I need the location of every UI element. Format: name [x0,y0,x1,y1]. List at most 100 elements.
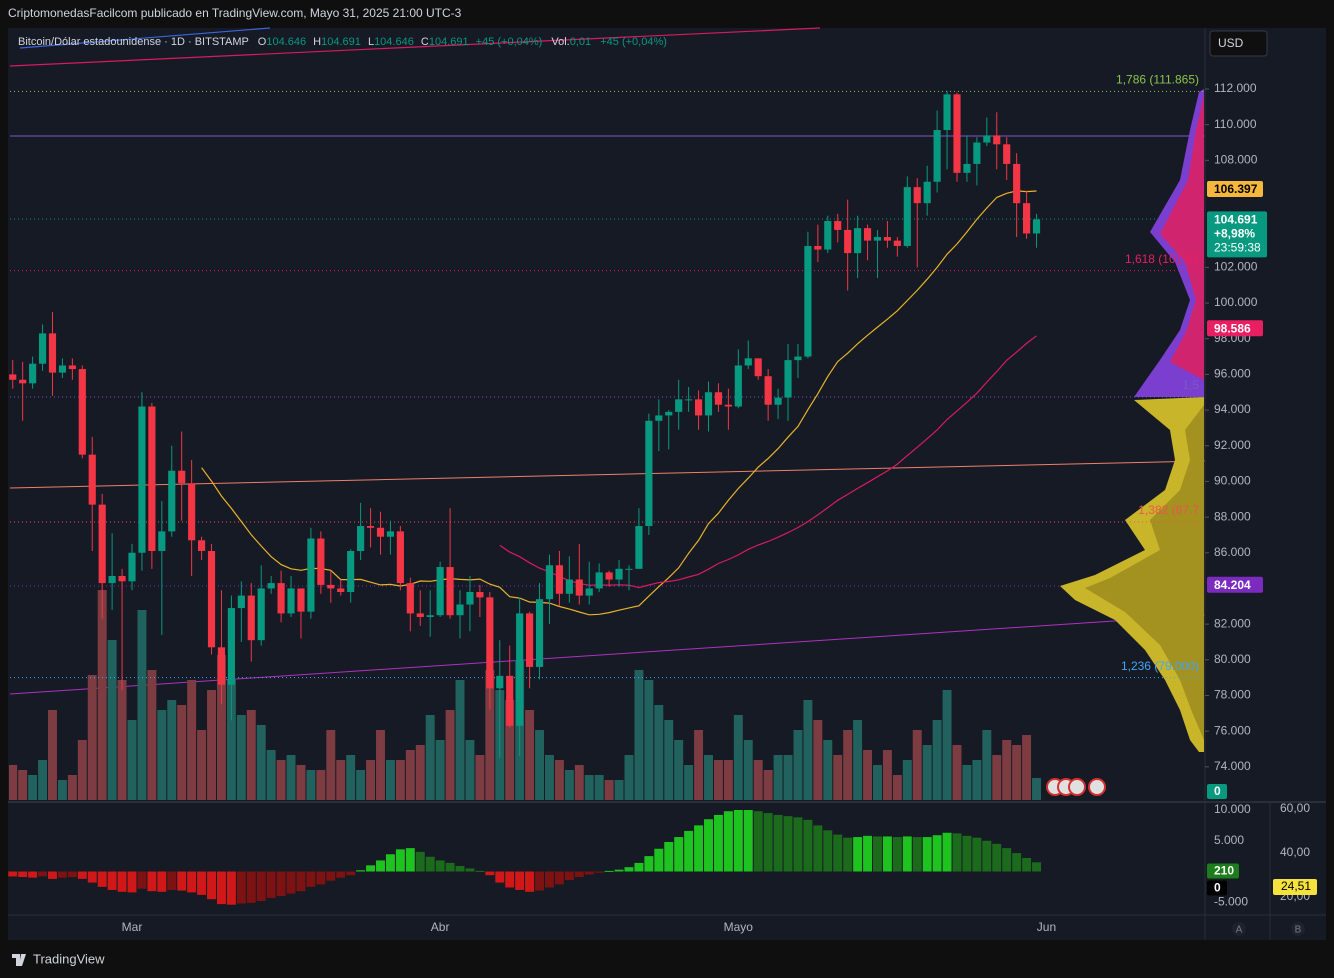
oscillator-bar [187,871,197,893]
candle-body [774,397,782,405]
candle-body [983,135,991,143]
y-tick-label: 94.000 [1214,402,1251,416]
candle-body [416,613,424,617]
candle-body [675,399,683,412]
oscillator-bar [395,849,405,872]
candle-body [963,163,971,173]
volume-bar [863,750,873,800]
volume-bar [216,655,226,800]
volume-bar [644,680,654,800]
candle-body [78,369,86,455]
volume-bar [505,700,515,800]
volume-bar [207,690,216,800]
volume-bar [773,755,783,800]
candle-body [535,599,544,667]
volume-value: 0,01 [570,36,591,48]
candle-body [1032,219,1041,234]
volume-bar [187,680,197,800]
x-tick-label: Mayo [724,920,754,934]
oscillator-bar [117,871,127,892]
candle-body [337,588,345,593]
volume-bar [356,770,366,800]
scale-button[interactable]: B [1295,925,1302,936]
oscillator-bar [1032,862,1041,872]
candle-body [863,228,872,241]
volume-bar [733,715,743,800]
candle-body [923,181,931,204]
oscillator-bar [545,871,554,888]
candle-body [138,406,146,553]
button-bg[interactable] [1291,922,1305,936]
volume-bar [833,755,843,800]
volume-profile [1160,95,1204,380]
candle-body [29,363,37,384]
oscillator-bar [376,860,385,872]
candle-body [784,360,792,398]
y-tick-label: 86.000 [1214,545,1251,559]
volume-bar [425,715,435,800]
candle-body [287,588,295,614]
trend-line [19,27,271,49]
candle-body [1013,163,1021,204]
oscillator-bar [853,837,863,872]
candle-body [595,572,603,589]
trend-line [9,460,1206,489]
oscillator-bar [694,825,704,872]
y-tick-label: 96.000 [1214,367,1251,381]
y-tick-label: 92.000 [1214,438,1251,452]
volume-bar [157,710,167,800]
volume-bar [1022,735,1032,800]
candle-body [108,575,116,584]
candle-body [496,675,504,689]
volume-bar [614,780,624,800]
candle-body [267,583,275,589]
currency-button[interactable] [1209,30,1268,57]
oscillator-bar [1002,848,1012,872]
candle-body [516,613,524,726]
volume-tag [1207,784,1227,799]
volume-bar [813,720,823,800]
oscillator-bar [87,871,97,883]
candle-body [953,94,961,173]
candle-body [694,399,703,416]
oscillator-bar [932,835,942,872]
oscillator-bar [236,871,246,904]
candle-body [565,579,573,594]
candle-body [824,221,832,250]
candle-body [834,221,842,230]
candle-body [366,526,375,528]
candle-body [98,504,106,584]
candle-body [854,228,862,254]
volume-bar [952,745,962,800]
osc-y2-tick-label: 40,00 [1280,845,1310,859]
volume-bar [137,610,147,800]
candle-body [19,379,27,384]
osc-y2-tag [1273,879,1317,896]
oscillator-bar [634,862,644,872]
candle-body [744,358,752,366]
candle-body [804,245,812,357]
button-bg[interactable] [1232,922,1246,936]
candle-body [426,615,434,617]
volume-bar [882,750,892,800]
candle-body [188,483,196,541]
currency[interactable]: USD [1218,36,1244,50]
price-tag [1207,180,1263,197]
candle-body [814,245,822,250]
candle-body [456,604,464,616]
oscillator-bar [713,814,723,872]
candle-body [257,588,265,641]
volume-bar [18,770,28,800]
oscillator-bar [992,843,1002,872]
oscillator-bar [1022,857,1032,872]
candle-body [526,613,534,667]
oscillator-bar [704,819,713,872]
volume-bar [405,750,415,800]
volume-bar [743,740,753,800]
scale-button[interactable]: A [1236,925,1243,936]
oscillator-bar [346,871,356,876]
oscillator-bar [207,871,216,900]
osc-tag [1207,863,1239,879]
last-price-change: +8,98% [1214,227,1255,241]
oscillator-bar [306,871,316,887]
